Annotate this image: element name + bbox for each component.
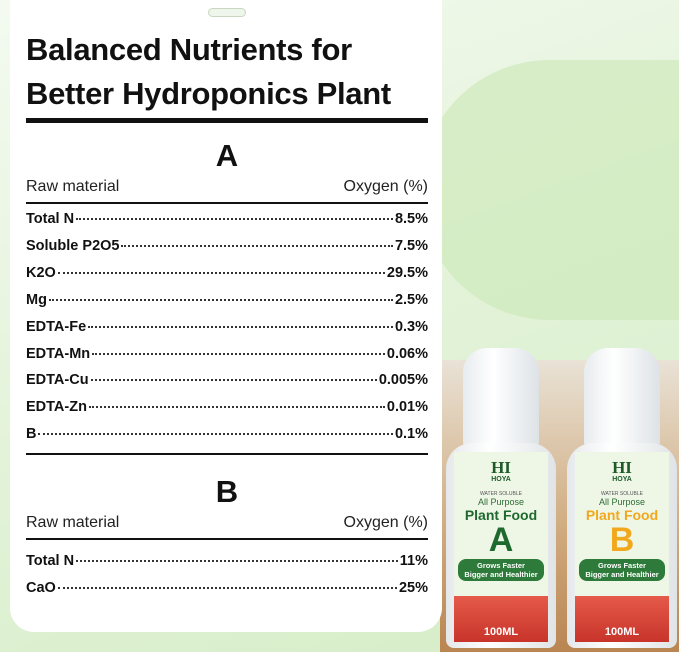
nutrient-row: EDTA-Fe 0.3% (26, 319, 428, 335)
nutrient-name: Total N (26, 211, 75, 227)
dot-leader (38, 433, 393, 436)
section-header: Raw material Oxygen (%) (26, 514, 428, 532)
dot-leader (121, 244, 393, 247)
brand-logo: HI (491, 458, 511, 477)
nutrient-row: Total N 8.5% (26, 211, 428, 227)
col-raw-material: Raw material (26, 514, 120, 531)
nutrient-row: EDTA-Cu 0.005% (26, 372, 428, 388)
nutrient-value: 2.5% (394, 291, 428, 308)
section-section_a-label: A (215, 138, 239, 173)
nutrient-row: B 0.1% (26, 426, 428, 442)
dot-leader (76, 218, 393, 220)
hang-hole (208, 8, 246, 17)
nutrient-row: CaO 25% (26, 580, 428, 596)
nutrient-row: Soluble P2O5 7.5% (26, 238, 428, 254)
water-soluble: WATER SOLUBLE (480, 491, 522, 497)
nutrient-value: 0.06% (386, 345, 428, 362)
nutrient-row: Total N 11% (26, 553, 428, 569)
slogan: Grows Faster Bigger and Healthier (579, 559, 665, 581)
product-name: Plant Food (585, 507, 659, 523)
bottle-b: HI HOYA WATER SOLUBLE All Purpose Plant … (567, 348, 677, 648)
section-divider (26, 453, 428, 455)
brand-sub: HOYA (612, 476, 632, 483)
slogan-line: Grows Faster (477, 561, 525, 570)
section-header: Raw material Oxygen (%) (26, 178, 428, 196)
bottle-cap (463, 348, 539, 448)
section-section_b-label: B (215, 474, 239, 509)
product-name: Plant Food (464, 507, 538, 523)
title-line: Better Hydroponics Plant (26, 76, 391, 111)
nutrient-row: EDTA-Zn 0.01% (26, 399, 428, 415)
nutrient-name: EDTA-Zn (26, 399, 87, 416)
dot-leader (48, 298, 393, 301)
page-title: Balanced Nutrients for Better Hydroponic… (26, 28, 391, 116)
nutrient-value: 0.01% (386, 399, 428, 416)
dot-leader (88, 406, 385, 409)
dot-leader (88, 325, 393, 328)
strawberry-image (454, 596, 548, 642)
background-blob (420, 60, 679, 320)
nutrient-name: Soluble P2O5 (26, 237, 120, 254)
title-divider (26, 118, 428, 123)
product-letter: B (609, 521, 635, 559)
nutrient-name: CaO (26, 580, 56, 596)
nutrient-name: B (26, 426, 37, 443)
nutrient-row: Mg 2.5% (26, 292, 428, 308)
slogan-line: Bigger and Healthier (464, 570, 538, 579)
nutrient-value: 0.005% (378, 372, 428, 389)
volume: 100ML (483, 626, 519, 638)
dot-leader (76, 560, 398, 562)
dot-leader (57, 271, 385, 274)
nutrient-value: 11% (399, 553, 428, 569)
nutrient-row: EDTA-Mn 0.06% (26, 346, 428, 362)
nutrient-value: 29.5% (386, 264, 428, 281)
nutrient-value: 8.5% (394, 211, 428, 227)
strawberry-image (575, 596, 669, 642)
nutrient-value: 25% (398, 580, 428, 596)
nutrient-value: 0.1% (394, 426, 428, 443)
col-raw-material: Raw material (26, 178, 120, 195)
purpose: All Purpose (598, 497, 646, 507)
slogan: Grows Faster Bigger and Healthier (458, 559, 544, 581)
nutrient-name: EDTA-Fe (26, 318, 87, 335)
header-divider (26, 538, 428, 540)
bottle-cap (584, 348, 660, 448)
brand-logo: HI (612, 458, 632, 477)
nutrient-name: Total N (26, 553, 75, 569)
nutrient-card (10, 0, 442, 632)
col-oxygen: Oxygen (%) (343, 178, 428, 195)
dot-leader (90, 379, 377, 382)
purpose: All Purpose (477, 497, 525, 507)
nutrient-value: 7.5% (394, 237, 428, 254)
col-oxygen: Oxygen (%) (343, 514, 428, 531)
nutrient-name: EDTA-Cu (26, 372, 89, 389)
nutrient-name: K2O (26, 264, 56, 281)
brand-sub: HOYA (491, 476, 511, 483)
header-divider (26, 202, 428, 204)
water-soluble: WATER SOLUBLE (601, 491, 643, 497)
product-letter: A (488, 521, 514, 559)
bottle-label: HI HOYA WATER SOLUBLE All Purpose Plant … (575, 452, 669, 642)
nutrient-value: 0.3% (394, 318, 428, 335)
bottle-a: HI HOYA WATER SOLUBLE All Purpose Plant … (446, 348, 556, 648)
slogan-line: Bigger and Healthier (585, 570, 659, 579)
dot-leader (92, 352, 385, 355)
nutrient-name: EDTA-Mn (26, 345, 91, 362)
volume: 100ML (604, 626, 640, 638)
title-line: Balanced Nutrients for (26, 32, 352, 67)
dot-leader (57, 587, 397, 589)
slogan-line: Grows Faster (598, 561, 646, 570)
nutrient-row: K2O 29.5% (26, 265, 428, 281)
bottle-label: HI HOYA WATER SOLUBLE All Purpose Plant … (454, 452, 548, 642)
nutrient-name: Mg (26, 291, 47, 308)
